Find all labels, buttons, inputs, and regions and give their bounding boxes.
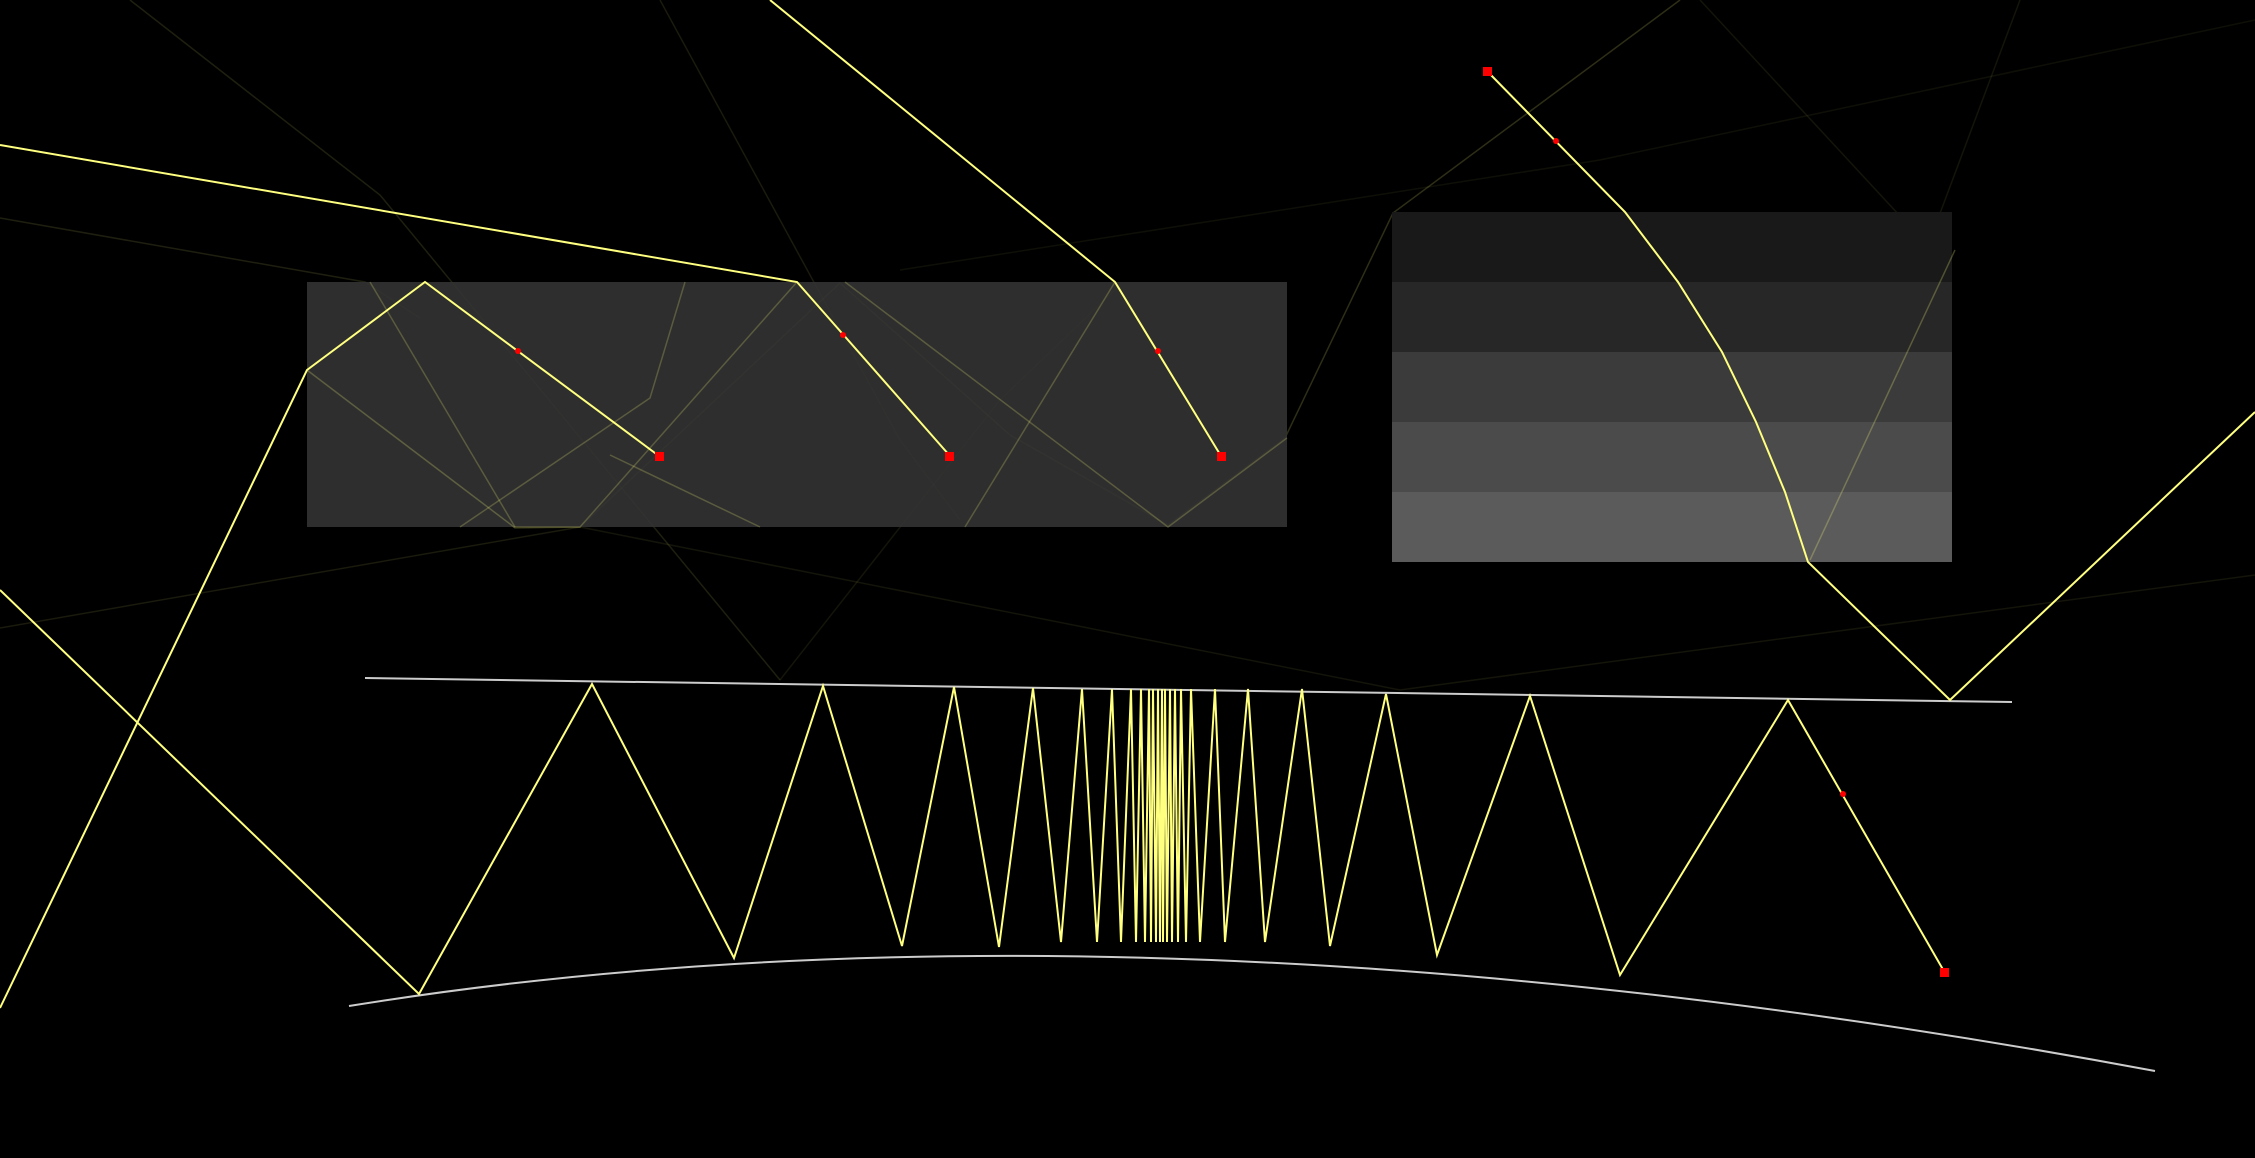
midpoint-marker: [1553, 138, 1559, 144]
midpoint-marker: [1155, 348, 1161, 354]
ray-5: [0, 589, 1946, 996]
ghost-ray: [0, 526, 581, 629]
midpoint-marker: [515, 348, 521, 354]
endpoint-marker: [945, 452, 954, 461]
bright-rays: [0, 0, 2255, 1009]
midpoint-marker: [1840, 791, 1846, 797]
stack-layer-3: [1392, 352, 1952, 422]
curved-mirror: [348, 954, 2156, 1072]
graded-stack: [1392, 212, 1952, 562]
ghost-ray: [844, 281, 1288, 528]
ghost-ray: [609, 454, 761, 528]
endpoint-marker: [1940, 968, 1949, 977]
endpoint-marker: [1217, 452, 1226, 461]
stack-layer-4: [1392, 422, 1952, 492]
ghost-ray: [579, 526, 2255, 691]
ray-4: [1486, 70, 2255, 702]
mirrors: [348, 677, 2156, 1072]
glass-panel: [307, 282, 1287, 527]
ghost-ray: [369, 281, 516, 528]
stack-layer-2: [1392, 282, 1952, 352]
ray-3: [769, 0, 1222, 457]
panel-internal-rays: [306, 281, 1288, 528]
stack-layer-1: [1392, 212, 1952, 282]
endpoint-marker: [1483, 67, 1492, 76]
ray-2: [0, 280, 660, 1009]
midpoint-marker: [840, 332, 846, 338]
markers: [515, 67, 1949, 977]
endpoint-marker: [655, 452, 664, 461]
ray-1: [0, 144, 951, 457]
ghost-ray: [459, 281, 686, 528]
stack-layer-5: [1392, 492, 1952, 562]
ghost-ray: [964, 281, 1116, 528]
ghost-ray: [1809, 249, 1956, 561]
flat-mirror: [364, 677, 2013, 703]
ghost-ray: [306, 281, 798, 528]
ghost-ray: [899, 19, 2255, 271]
